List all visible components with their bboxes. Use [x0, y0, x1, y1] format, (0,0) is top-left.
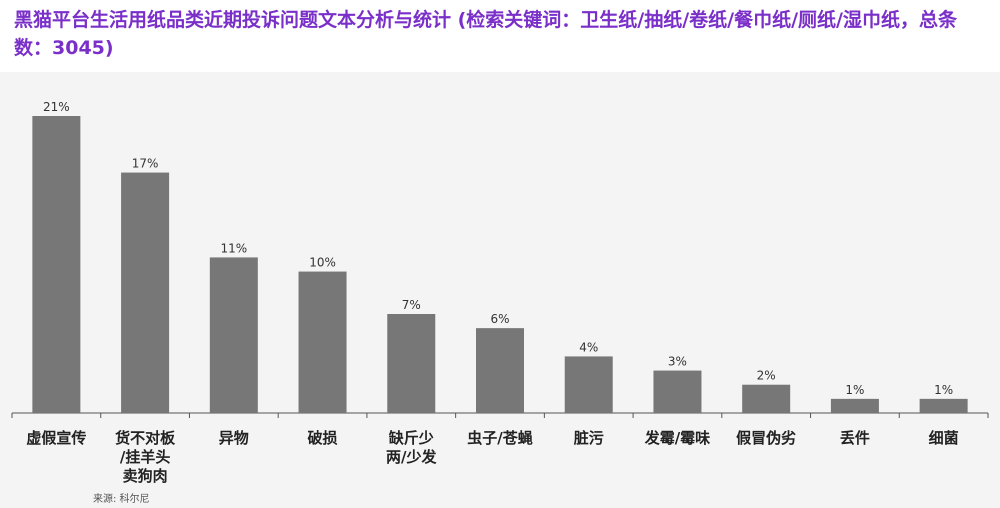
category-label: 丢件	[840, 429, 870, 447]
chart-title: 黑猫平台生活用纸品类近期投诉问题文本分析与统计 (检索关键词：卫生纸/抽纸/卷纸…	[14, 9, 957, 59]
bar	[919, 398, 968, 413]
category-label: /挂羊头	[120, 448, 170, 466]
source-note: 来源: 科尔尼	[93, 494, 150, 505]
data-label: 21%	[43, 100, 70, 114]
bar	[387, 314, 436, 413]
data-label: 11%	[220, 241, 247, 255]
bar	[209, 257, 258, 413]
data-label: 7%	[402, 298, 421, 312]
data-label: 4%	[579, 340, 598, 354]
bar	[121, 172, 170, 413]
category-label: 异物	[219, 429, 249, 447]
chart-area: 21% 虚假宣传 17% 货不对板/挂羊头 卖狗肉 11% 异物 10% 破损 7% 缺斤少 两/少发…	[0, 72, 1000, 508]
data-label: 6%	[490, 312, 509, 326]
data-label: 1%	[845, 383, 864, 397]
bar	[830, 398, 879, 413]
header: 黑猫平台生活用纸品类近期投诉问题文本分析与统计 (检索关键词：卫生纸/抽纸/卷纸…	[0, 0, 1000, 72]
category-label: 货不对板	[115, 429, 176, 447]
category-label: 两/少发	[386, 448, 437, 466]
bar	[564, 356, 613, 413]
data-label: 2%	[757, 369, 776, 383]
data-label: 1%	[934, 383, 953, 397]
category-label: 虚假宣传	[26, 429, 86, 447]
category-label: 脏污	[574, 429, 604, 447]
data-label: 3%	[668, 355, 687, 369]
data-label: 10%	[309, 256, 336, 270]
category-label: 虫子/苍蝇	[467, 429, 532, 447]
bar	[32, 116, 81, 413]
category-label: 发霉/霉味	[644, 429, 710, 447]
category-label: 细菌	[929, 429, 959, 447]
bar	[298, 271, 347, 413]
category-label: 卖狗肉	[123, 467, 168, 485]
category-label: 假冒伪劣	[736, 429, 796, 447]
bar	[653, 370, 702, 413]
bar	[476, 328, 524, 413]
data-label: 17%	[132, 157, 159, 171]
bar	[742, 384, 791, 413]
category-label: 缺斤少	[388, 429, 434, 447]
category-label: 破损	[308, 429, 338, 447]
